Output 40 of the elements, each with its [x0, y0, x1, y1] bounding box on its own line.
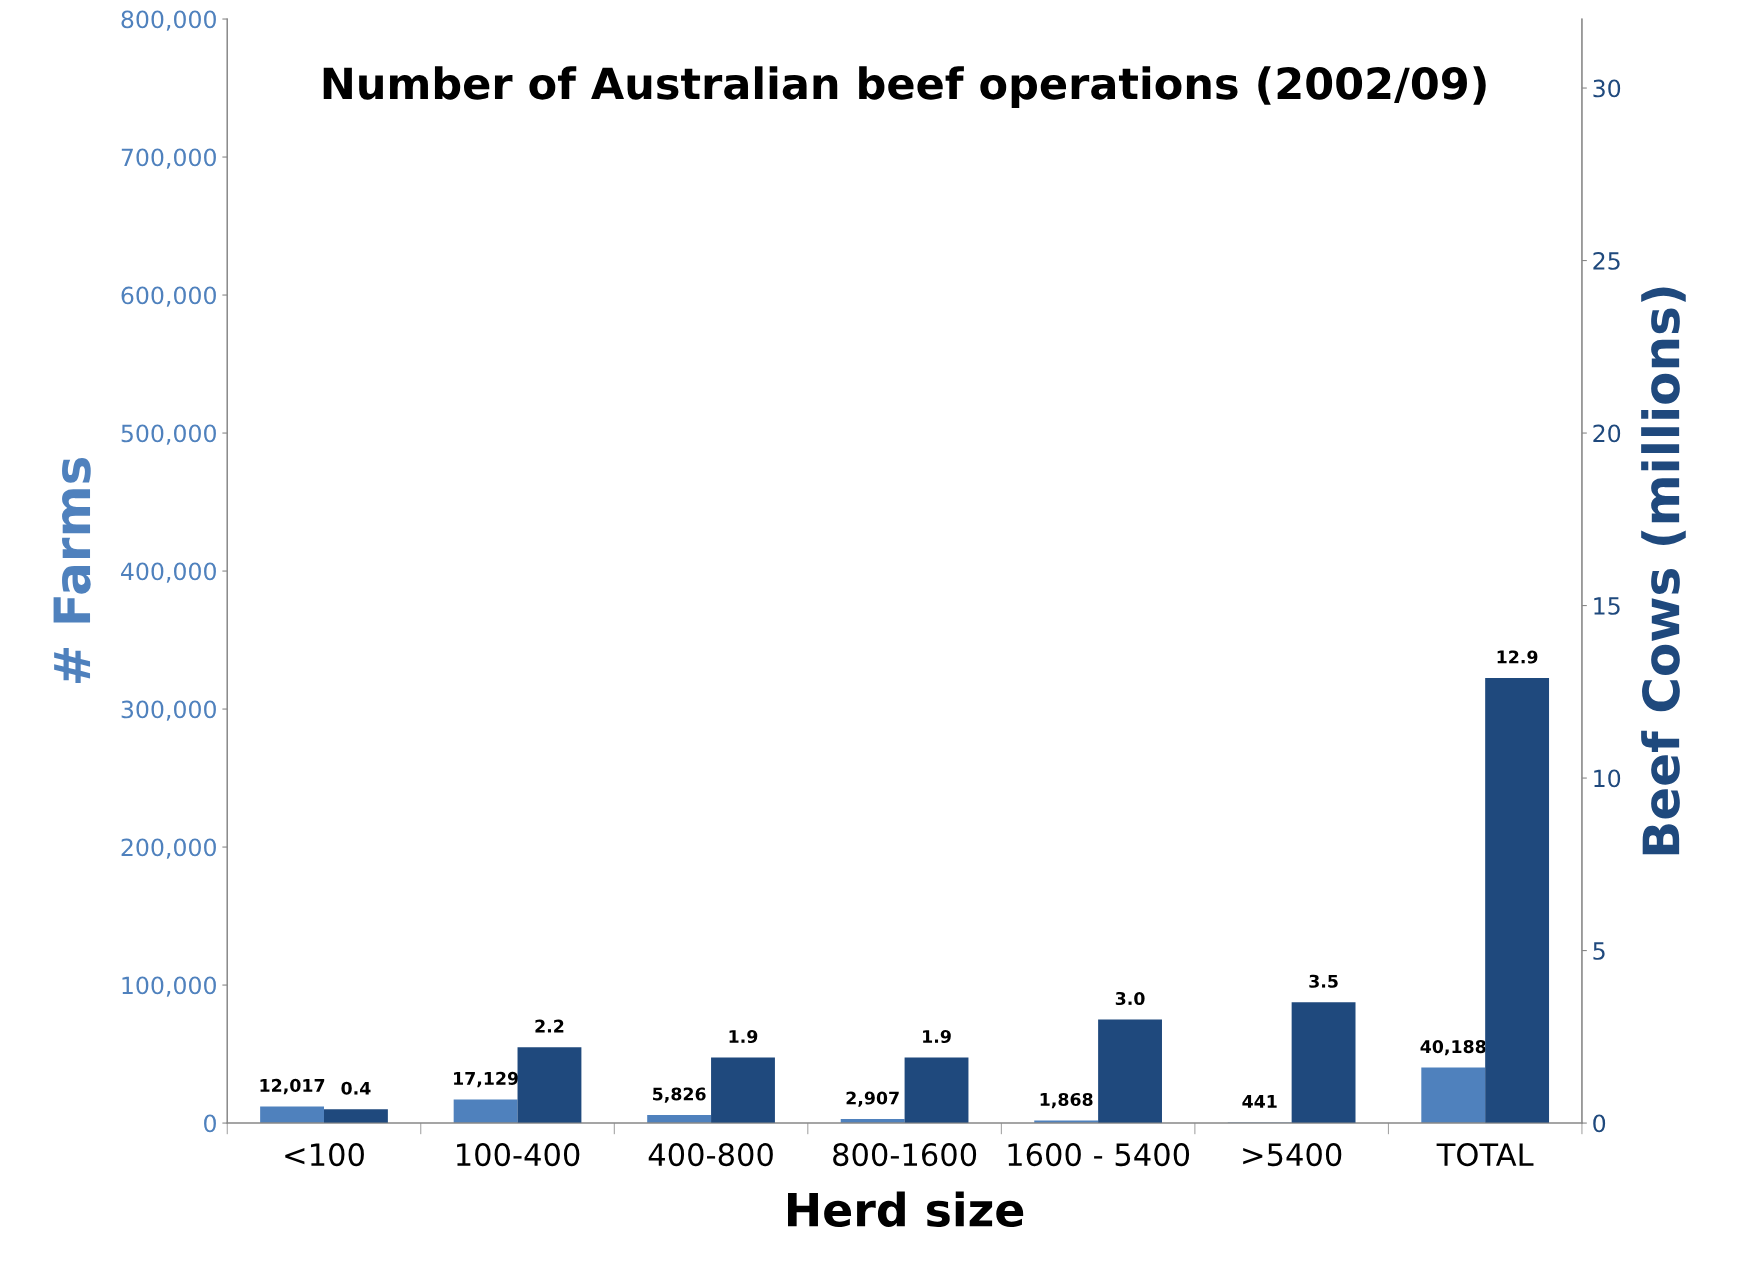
data-label: 1.9 — [923, 1029, 951, 1044]
y-tick-label: 100,000 — [122, 976, 216, 997]
data-label: 1.9 — [729, 1029, 758, 1044]
data-label: 2.2 — [535, 1019, 564, 1033]
x-tick-label: 100-400 — [457, 1143, 580, 1167]
x-tick-label: <100 — [285, 1143, 364, 1167]
y-tick-label: 800,000 — [121, 10, 216, 31]
y-axis-title: # Farms — [53, 458, 91, 684]
x-tick-label: 800-1600 — [833, 1143, 977, 1167]
data-label: 441 — [1242, 1095, 1277, 1108]
y2-tick-label: 15 — [1594, 597, 1620, 615]
y2-tick-label: 25 — [1593, 251, 1620, 270]
data-label: 0.4 — [341, 1081, 371, 1095]
x-tick-label: 400-800 — [648, 1143, 773, 1167]
y2-tick-label: 30 — [1593, 79, 1621, 98]
data-label: 17,129 — [454, 1071, 518, 1088]
y-tick-label: 700,000 — [121, 148, 216, 169]
x-tick-label: 1600 - 5400 — [1008, 1143, 1190, 1167]
data-label: 12.9 — [1497, 650, 1538, 664]
y2-axis-title: Beef Cows (millions) — [1641, 287, 1686, 855]
x-axis-title: Herd size — [788, 1191, 1024, 1227]
text: Number of Australian beef operations (2002/09) — [323, 66, 1486, 108]
data-label: 2,907 — [846, 1091, 899, 1107]
y-tick-label: 200,000 — [121, 838, 216, 859]
y-tick-label: 600,000 — [121, 286, 216, 307]
x-tick-label: >5400 — [1243, 1143, 1342, 1167]
data-label: 5,826 — [653, 1087, 706, 1103]
data-label: 1,868 — [1040, 1092, 1093, 1109]
y2-tick-label: 20 — [1593, 424, 1621, 443]
data-label: 3.5 — [1309, 974, 1338, 988]
data-label: 12,017 — [260, 1078, 325, 1095]
y-tick-label: 500,000 — [121, 424, 216, 445]
y-tick-label: 300,000 — [121, 700, 216, 721]
y2-tick-label: 10 — [1594, 769, 1621, 788]
y-tick-label: 400,000 — [121, 562, 216, 583]
y2-tick-label: 0 — [1593, 1114, 1606, 1133]
x-tick-label: TOTAL — [1436, 1143, 1534, 1167]
y2-tick-label: 5 — [1593, 942, 1605, 960]
data-label: 3.0 — [1115, 991, 1145, 1006]
y-tick-label: 0 — [204, 1114, 216, 1133]
